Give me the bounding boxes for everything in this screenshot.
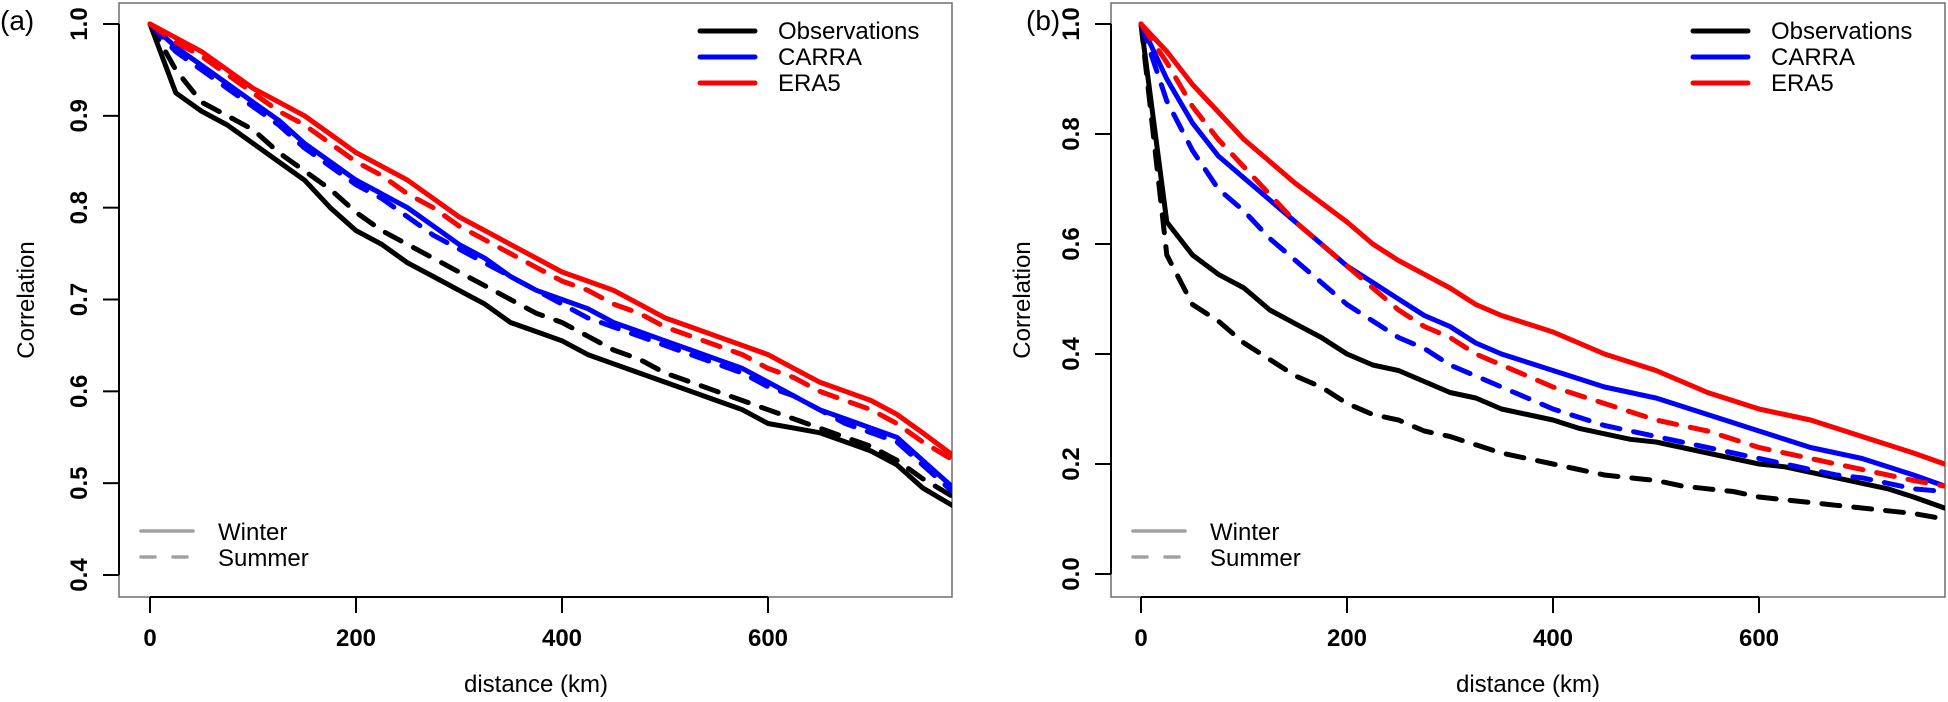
panel-a-y-tick-label: 1.0 [66,7,93,40]
panel-a-y-tick-label: 0.6 [66,375,93,408]
panel-a: (a) 0.4 0.5 0.6 0.7 0.8 0.9 1.0 0 200 400 600 dis… [0,2,953,698]
panel-a-legend-label-observations: Observations [778,18,919,45]
panel-b-y-tick-label: 0.4 [1058,337,1085,371]
panel-a-series-carra-summer [147,21,952,495]
panel-b-y-tick-label: 0.0 [1058,557,1085,590]
panel-a-x-tick-label: 600 [748,625,788,652]
panel-b-season-label-summer: Summer [1210,545,1301,572]
panel-a-series-era5-winter [147,21,952,458]
panel-a-y-tick-label: 0.5 [66,466,93,499]
panel-a-x-axis-title: distance (km) [464,671,608,698]
panel-b-series [1138,21,1945,522]
panel-b-series-observations-winter [1138,21,1945,511]
panel-b: (b) 0.0 0.2 0.4 0.6 0.8 1.0 0 200 400 600 distan… [1009,2,1946,698]
panel-b-legend-label-carra: CARRA [1771,44,1855,71]
panel-b-series-carra-summer [1138,21,1945,494]
panel-a-y-axis-title: Correlation [13,241,40,358]
panel-a-x-tick-label: 200 [336,625,376,652]
panel-a-legend-label-era5: ERA5 [778,70,841,97]
panel-b-series-era5-winter [1138,21,1945,467]
panel-a-series-era5-summer [147,21,952,463]
panel-a-y-ticks: 0.4 0.5 0.6 0.7 0.8 0.9 1.0 [66,7,119,592]
panel-b-series-carra-winter [1138,21,1945,489]
panel-b-x-tick-label: 400 [1533,625,1573,652]
panel-b-x-ticks: 0 200 400 600 [1134,597,1779,652]
panel-a-y-tick-label: 0.8 [66,191,93,224]
panel-b-x-axis-title: distance (km) [1456,671,1600,698]
panel-a-series-observations-summer [147,21,952,499]
panel-a-series [147,21,952,509]
panel-b-series-era5-summer [1138,21,1945,489]
panel-b-y-ticks: 0.0 0.2 0.4 0.6 0.8 1.0 [1058,7,1111,591]
panel-a-x-tick-label: 0 [143,625,156,652]
panel-b-season-label-winter: Winter [1210,519,1279,546]
panel-a-season-label-winter: Winter [218,519,287,546]
panel-a-y-tick-label: 0.9 [66,99,93,132]
panel-a-y-tick-label: 0.7 [66,283,93,316]
panel-a-season-label-summer: Summer [218,545,309,572]
panel-b-y-tick-label: 0.8 [1058,117,1085,150]
panel-b-y-tick-label: 0.2 [1058,447,1085,480]
panel-b-x-tick-label: 600 [1739,625,1779,652]
panel-b-x-tick-label: 200 [1327,625,1367,652]
panel-a-x-tick-label: 400 [542,625,582,652]
panel-b-y-tick-label: 0.6 [1058,227,1085,260]
panel-b-series-observations-summer [1138,21,1945,522]
panel-b-x-tick-label: 0 [1134,625,1147,652]
panel-b-legend-label-observations: Observations [1771,18,1912,45]
panel-b-legend-label-era5: ERA5 [1771,70,1834,97]
panel-a-label: (a) [0,5,34,36]
panel-a-legend-label-carra: CARRA [778,44,862,71]
panel-b-y-tick-label: 1.0 [1058,7,1085,40]
panel-b-y-axis-title: Correlation [1009,241,1036,358]
panel-b-label: (b) [1026,5,1060,36]
panel-a-series-observations-winter [147,21,952,509]
panel-a-x-ticks: 0 200 400 600 [143,597,788,652]
panel-a-y-tick-label: 0.4 [66,558,93,592]
